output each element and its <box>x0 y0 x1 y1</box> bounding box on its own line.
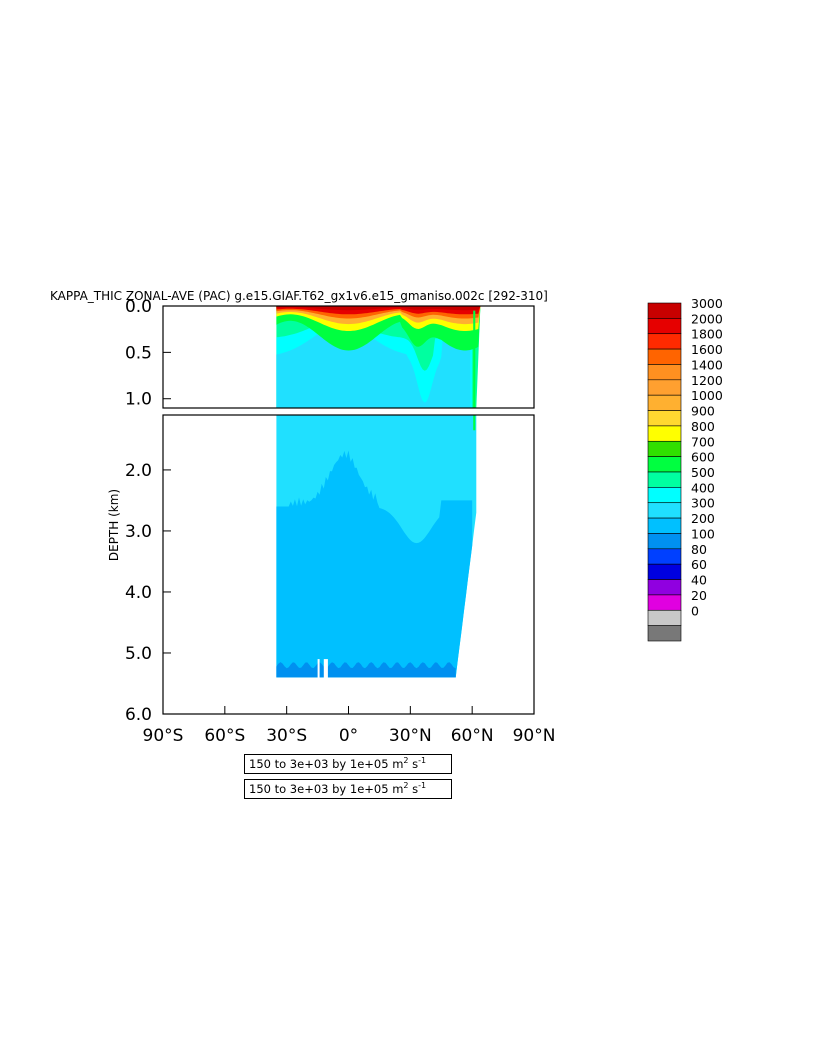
field-region-300-400 <box>276 324 471 408</box>
colorbar-label: 800 <box>691 419 715 434</box>
field-east-boundary <box>473 310 476 408</box>
info-sup: -1 <box>418 781 427 791</box>
colorbar-swatch <box>647 348 682 365</box>
y-tick-label: 1.0 <box>125 390 152 410</box>
colorbar-swatch <box>647 425 682 442</box>
colorbar-label: 600 <box>691 450 715 465</box>
colorbar-label: 20 <box>691 588 707 603</box>
colorbar-swatch <box>647 533 682 550</box>
bathymetry-gap <box>317 659 320 681</box>
axes: 90°S 60°S 30°S 0° 30°N 60°N 90°N 0.0 0.5 1.0 2.0 3.… <box>107 297 555 746</box>
x-tick-label: 30°S <box>266 726 307 746</box>
colorbar-swatch <box>647 302 682 319</box>
colorbar-label: 1000 <box>691 388 723 403</box>
colorbar-label: 60 <box>691 557 707 572</box>
field-region-200-300 <box>276 450 473 678</box>
upper-panel-field <box>276 306 481 408</box>
colorbar-swatch <box>647 517 682 534</box>
colorbar-swatch <box>647 625 682 642</box>
bathymetry-gap <box>323 659 328 681</box>
info-unit: s <box>408 782 419 796</box>
y-axis-label: DEPTH (km) <box>107 489 121 561</box>
y-tick-label: 6.0 <box>125 705 152 725</box>
field-region-100-200 <box>276 662 456 678</box>
info-sup: 2 <box>403 781 409 791</box>
colorbar-swatch <box>647 594 682 611</box>
colorbar-swatch <box>647 333 682 350</box>
colorbar-label: 1400 <box>691 357 723 372</box>
upper-panel-frame <box>162 305 535 409</box>
colorbar-label: 300 <box>691 496 715 511</box>
y-tick-label: 4.0 <box>125 583 152 603</box>
colorbar-label: 900 <box>691 404 715 419</box>
y-tick-label: 0.5 <box>125 343 152 363</box>
contour-info-box-1: 150 to 3e+03 by 1e+05 m2 s-1 <box>244 754 452 774</box>
field-east-boundary <box>473 415 476 431</box>
colorbar-swatch <box>647 410 682 427</box>
x-tick-label: 90°N <box>513 726 556 746</box>
colorbar: 3000200018001600140012001000900800700600… <box>647 296 723 642</box>
colorbar-swatch <box>647 563 682 580</box>
info-text: 150 to 3e+03 by 1e+05 m <box>249 782 404 796</box>
y-tick-label: 2.0 <box>125 461 152 481</box>
colorbar-label: 1600 <box>691 342 723 357</box>
colorbar-swatch <box>647 579 682 596</box>
colorbar-label: 80 <box>691 542 707 557</box>
info-text: 150 to 3e+03 by 1e+05 m <box>249 757 404 771</box>
field-surface-band <box>276 306 481 311</box>
colorbar-swatch <box>647 548 682 565</box>
colorbar-label: 100 <box>691 526 715 541</box>
y-tick-label: 5.0 <box>125 644 152 664</box>
colorbar-label: 0 <box>691 603 699 618</box>
x-tick-label: 60°S <box>204 726 245 746</box>
chart-title: KAPPA_THIC ZONAL-AVE (PAC) g.e15.GIAF.T6… <box>50 289 548 303</box>
colorbar-swatch <box>647 379 682 396</box>
y-tick-label: 3.0 <box>125 522 152 542</box>
colorbar-swatch <box>647 502 682 519</box>
colorbar-label: 3000 <box>691 296 723 311</box>
info-sup: -1 <box>418 756 427 766</box>
colorbar-swatch <box>647 456 682 473</box>
colorbar-swatch <box>647 440 682 457</box>
x-tick-label: 90°S <box>143 726 184 746</box>
x-tick-label: 0° <box>339 726 358 746</box>
colorbar-swatch <box>647 364 682 381</box>
x-tick-label: 30°N <box>389 726 432 746</box>
colorbar-label: 1200 <box>691 373 723 388</box>
colorbar-swatch <box>647 471 682 488</box>
colorbar-label: 400 <box>691 480 715 495</box>
colorbar-swatch <box>647 609 682 626</box>
contour-info-box-2: 150 to 3e+03 by 1e+05 m2 s-1 <box>244 779 452 799</box>
colorbar-label: 40 <box>691 573 707 588</box>
colorbar-label: 700 <box>691 434 715 449</box>
lower-panel-field <box>276 415 477 681</box>
colorbar-label: 500 <box>691 465 715 480</box>
x-tick-label: 60°N <box>451 726 494 746</box>
colorbar-label: 1800 <box>691 327 723 342</box>
colorbar-swatch <box>647 394 682 411</box>
colorbar-label: 2000 <box>691 311 723 326</box>
colorbar-swatch <box>647 487 682 504</box>
colorbar-label: 200 <box>691 511 715 526</box>
y-tick-label: 0.0 <box>125 297 152 317</box>
info-sup: 2 <box>403 756 409 766</box>
info-unit: s <box>408 757 419 771</box>
colorbar-swatch <box>647 318 682 335</box>
